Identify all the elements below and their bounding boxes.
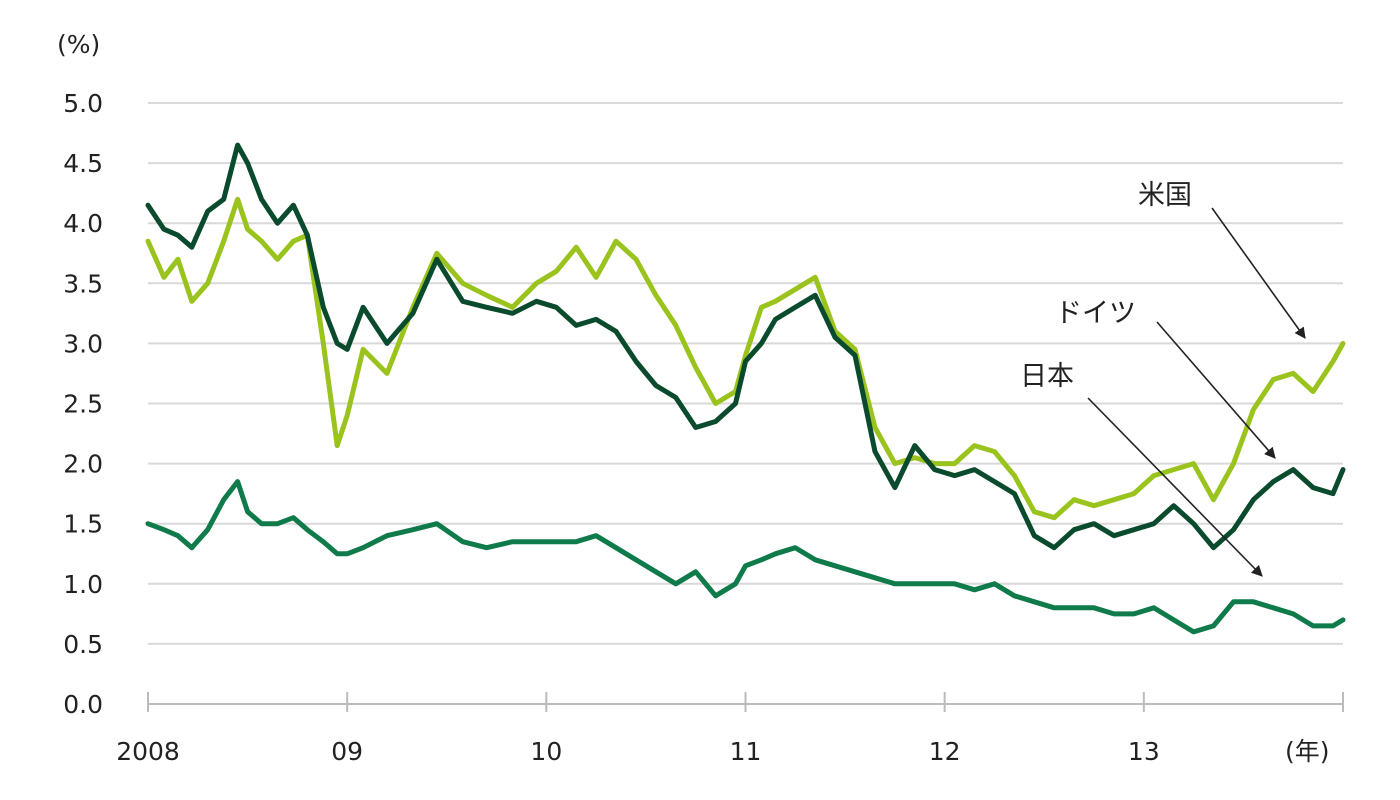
arrow-japan (1087, 397, 1263, 577)
series-line-germany (145, 142, 1346, 551)
series-label-us: 米国 (1138, 180, 1192, 211)
y-tick-label: 2.5 (63, 390, 103, 419)
x-axis: 2008 09 10 11 12 13 (116, 692, 1344, 766)
y-unit-label: (%) (57, 30, 100, 59)
x-tick-label: 12 (929, 737, 961, 766)
arrow-germany (1156, 321, 1276, 459)
x-unit-label: (年) (1285, 737, 1330, 766)
series-lines (145, 142, 1346, 635)
series-label-germany: ドイツ (1055, 298, 1136, 329)
x-tick-label: 10 (530, 737, 562, 766)
y-tick-label: 1.0 (63, 570, 103, 599)
x-tick-label: 11 (730, 737, 762, 766)
x-tick-label: 09 (331, 737, 363, 766)
y-tick-label: 3.0 (63, 329, 103, 358)
series-line-us (145, 196, 1346, 521)
y-tick-label: 4.5 (63, 149, 103, 178)
x-tick-label: 2008 (116, 737, 180, 766)
x-tick-label: 13 (1128, 737, 1160, 766)
arrow-us (1211, 207, 1306, 339)
y-tick-label: 4.0 (63, 209, 103, 238)
y-tick-label: 1.5 (63, 510, 103, 539)
series-line-japan (145, 479, 1346, 635)
series-annotations (1087, 207, 1306, 577)
y-tick-label: 0.0 (63, 690, 103, 719)
y-tick-label: 3.5 (63, 269, 103, 298)
series-label-japan: 日本 (1020, 361, 1074, 392)
y-tick-label: 5.0 (63, 89, 103, 118)
y-tick-label: 0.5 (63, 630, 103, 659)
y-tick-label: 2.0 (63, 450, 103, 479)
y-axis-ticks: 0.0 0.5 1.0 1.5 2.0 2.5 3.0 3.5 4.0 4.5 5.0 (63, 89, 103, 719)
